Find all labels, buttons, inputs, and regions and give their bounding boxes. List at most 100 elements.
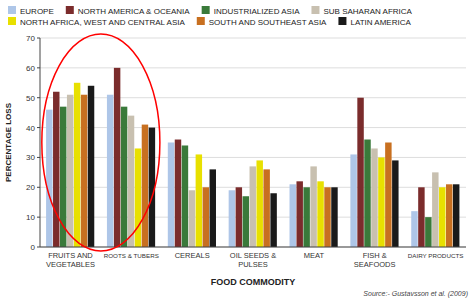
bar [296, 181, 302, 247]
bar [229, 190, 235, 247]
bar [182, 145, 188, 247]
bar [243, 196, 249, 247]
bar [364, 140, 370, 247]
y-axis-label: PERCENTAGE LOSS [4, 102, 13, 182]
bar [331, 187, 337, 247]
legend-swatch [202, 6, 210, 14]
grid-line [40, 97, 466, 98]
legend-swatch [311, 6, 319, 14]
x-tick-label-line: MEAT [304, 251, 325, 260]
bar [121, 107, 127, 247]
bar [357, 98, 363, 247]
grid-line [40, 127, 466, 128]
bar [324, 187, 330, 247]
x-tick-label: ROOTS & TUBERS [104, 252, 159, 259]
bar [88, 86, 94, 247]
bar [203, 187, 209, 247]
x-tick-label-line: CEREALS [175, 251, 210, 260]
grid-line [40, 247, 466, 248]
legend-item: EUROPE [8, 6, 54, 16]
x-tick-label-line: SEAFOODS [354, 260, 396, 269]
grid-line [40, 157, 466, 158]
bar [135, 148, 141, 247]
x-tick-label: FISH &SEAFOODS [354, 251, 396, 269]
bar [392, 160, 398, 247]
bar [114, 68, 120, 247]
legend-label: SUB SAHARAN AFRICA [323, 7, 412, 16]
y-tick-label: 20 [26, 183, 35, 192]
bar [142, 125, 148, 247]
bar [453, 184, 459, 247]
bar [53, 92, 59, 247]
bar [385, 143, 391, 248]
bar [310, 166, 316, 247]
legend-label: NORTH AFRICA, WEST AND CENTRAL ASIA [20, 18, 185, 27]
bar [196, 154, 202, 247]
bar [81, 95, 87, 247]
bar [432, 172, 438, 247]
bar [175, 140, 181, 247]
bar [378, 157, 384, 247]
bar [210, 169, 216, 247]
legend-label: INDUSTRIALIZED ASIA [214, 7, 300, 16]
legend-swatch [197, 17, 205, 25]
x-tick-label: MEAT [304, 251, 325, 260]
legend-item: INDUSTRIALIZED ASIA [202, 6, 300, 16]
chart: EUROPE NORTH AMERICA & OCEANIA INDUSTRIALI… [0, 0, 474, 301]
bar [350, 154, 356, 247]
highlight-ellipse [42, 34, 160, 251]
legend-item: SUB SAHARAN AFRICA [311, 6, 412, 16]
bar [371, 148, 377, 247]
x-axis-label: FOOD COMMODITY [211, 277, 296, 287]
legend-item: NORTH AFRICA, WEST AND CENTRAL ASIA [8, 17, 185, 27]
legend-label: NORTH AMERICA & OCEANIA [78, 7, 191, 16]
y-axis [40, 38, 41, 247]
bar [107, 95, 113, 247]
bar [236, 187, 242, 247]
legend-swatch [8, 17, 16, 25]
bar [46, 110, 52, 247]
bar [74, 83, 80, 247]
x-tick-label-line: FRUITS AND [48, 251, 93, 260]
x-tick-label: DAIRY PRODUCTS [408, 252, 464, 259]
bar [67, 95, 73, 247]
x-tick-label-line: DAIRY PRODUCTS [408, 252, 464, 259]
y-tick-label: 40 [26, 124, 35, 133]
legend-item: NORTH AMERICA & OCEANIA [66, 6, 191, 16]
bar [411, 211, 417, 247]
legend-item: SOUTH AND SOUTHEAST ASIA [197, 17, 327, 27]
bar [418, 187, 424, 247]
bar [446, 184, 452, 247]
bar [303, 187, 309, 247]
y-tick-label: 30 [26, 153, 35, 162]
x-tick-label-line: FISH & [363, 251, 387, 260]
bar [256, 160, 262, 247]
legend-swatch [8, 6, 16, 14]
legend-swatch [66, 6, 74, 14]
x-tick-label: CEREALS [175, 251, 210, 260]
x-axis [40, 247, 466, 248]
grid-line [40, 67, 466, 68]
y-tick-label: 50 [26, 94, 35, 103]
x-tick-label: OIL SEEDS &PULSES [230, 251, 276, 269]
bar [250, 166, 256, 247]
x-tick-label-line: OIL SEEDS & [230, 251, 276, 260]
y-tick-label: 10 [26, 213, 35, 222]
annotation: Source:- Gustavsson et al. (2009) [363, 290, 468, 298]
x-tick-label-line: VEGETABLES [46, 260, 95, 269]
y-tick-label: 0 [31, 243, 36, 252]
legend-label: LATIN AMERICA [350, 18, 411, 27]
grid [40, 38, 466, 247]
bar [189, 190, 195, 247]
x-tick-label-line: PULSES [238, 260, 268, 269]
legend-label: SOUTH AND SOUTHEAST ASIA [209, 18, 327, 27]
bar [128, 116, 134, 247]
bar [425, 217, 431, 247]
y-tick-label: 60 [26, 64, 35, 73]
legend-label: EUROPE [20, 7, 54, 16]
bar [439, 187, 445, 247]
bar [317, 181, 323, 247]
bar [168, 143, 174, 248]
bar [263, 169, 269, 247]
x-tick-label-line: ROOTS & TUBERS [104, 252, 159, 259]
